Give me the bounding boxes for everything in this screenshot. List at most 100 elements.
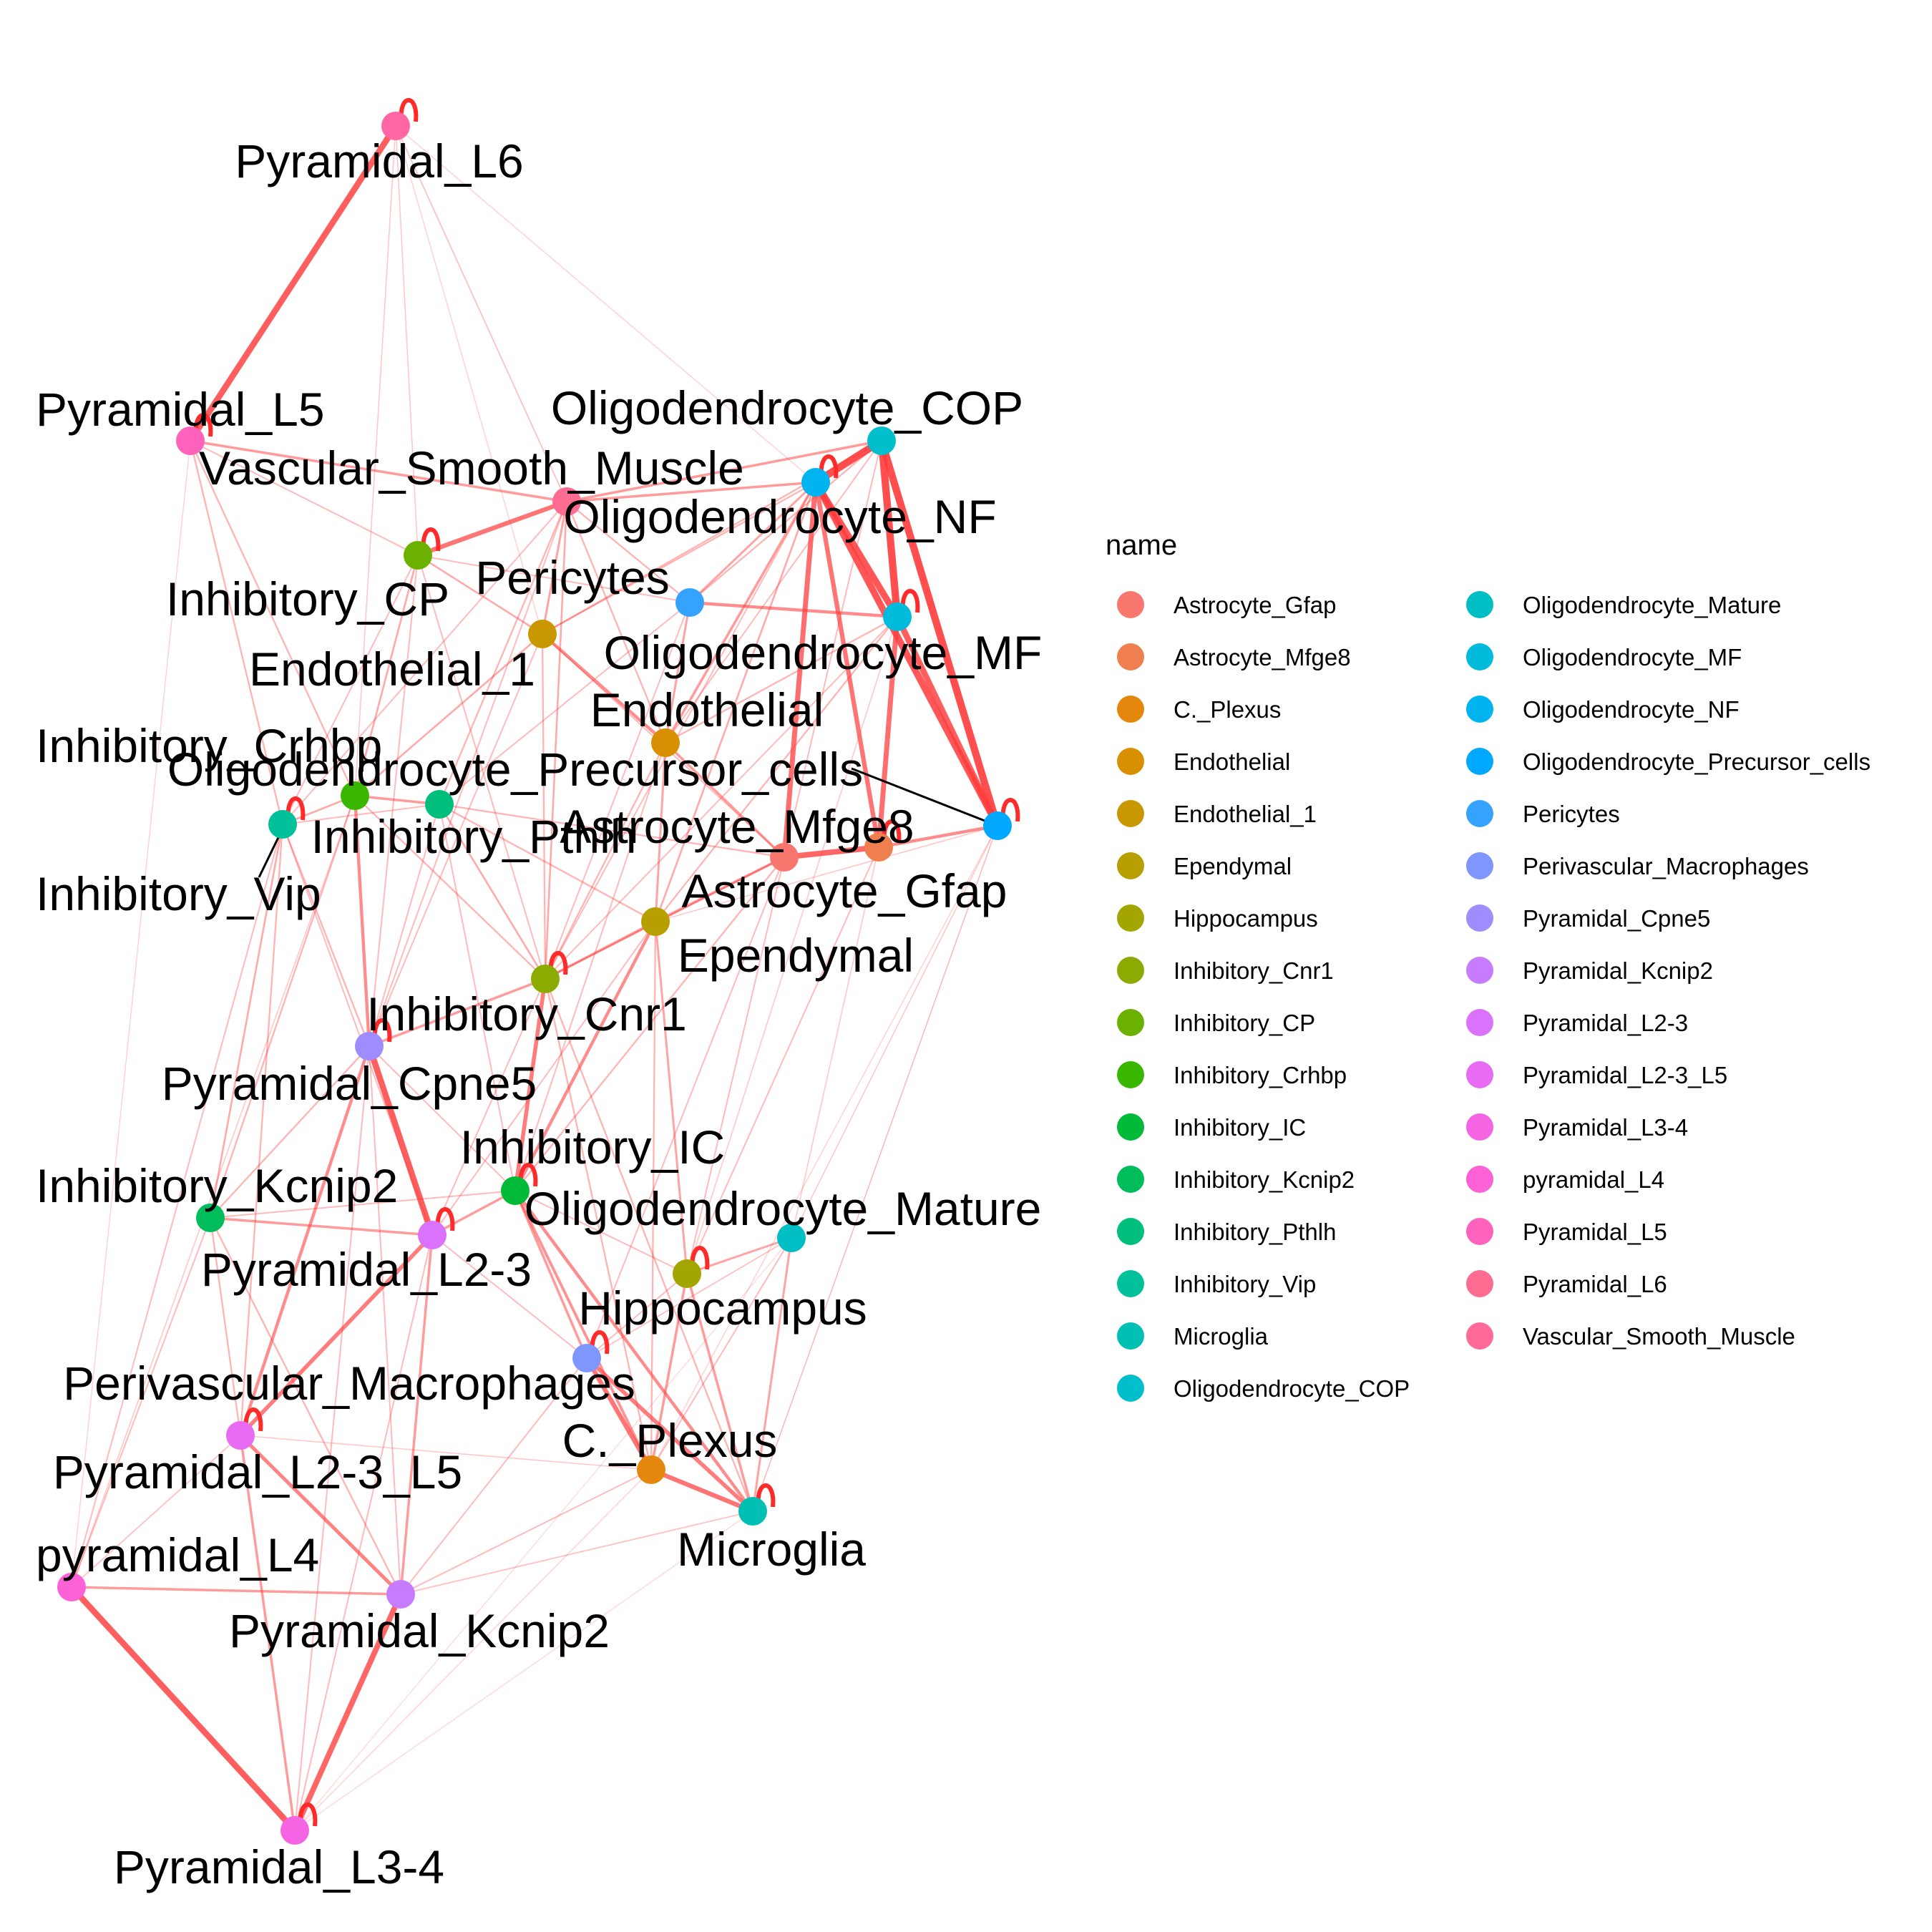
node-Inhibitory_Kcnip2 [196, 1204, 225, 1232]
edge-Inhibitory_Cnr1-Endothelial_1 [541, 633, 547, 980]
node-label-Astrocyte_Mfge8: Astrocyte_Mfge8 [560, 800, 914, 853]
edge-Pyramidal_Cpne5-Pyramidal_Kcnip2 [369, 1045, 401, 1595]
node-label-Pyramidal_L5: Pyramidal_L5 [36, 383, 325, 436]
edge-Vascular_Smooth_Muscle-Inhibitory_Vip [282, 501, 567, 825]
legend-swatch [1466, 643, 1493, 670]
node-Ependymal [641, 907, 670, 936]
edge-Endothelial-Astrocyte_Gfap [664, 741, 786, 859]
node-Inhibitory_Crhbp [341, 781, 369, 810]
node-Inhibitory_Vip [268, 810, 297, 839]
legend-title: name [1106, 530, 1177, 561]
edge-Astrocyte_Gfap-Astrocyte_Mfge8 [781, 844, 882, 860]
legend-swatch [1117, 1113, 1144, 1141]
legend-swatch [1117, 852, 1144, 879]
edge-Astrocyte_Gfap-Perivascular_Macrophages [586, 857, 785, 1359]
legend-swatch [1466, 1218, 1493, 1245]
edge-Inhibitory_Crhbp-Inhibitory_Kcnip2 [209, 794, 356, 1219]
edge-Pyramidal_L5-Inhibitory_CP [190, 440, 419, 556]
legend-label: Oligodendrocyte_NF [1523, 696, 1740, 723]
edge-Pyramidal_Cpne5-Pyramidal_L3-4 [294, 1045, 370, 1831]
edge-Pyramidal_L2-3_L5-C._Plexus [240, 1435, 652, 1470]
legend-entry: Inhibitory_Kcnip2 [1117, 1166, 1355, 1193]
node-C._Plexus [637, 1455, 665, 1484]
edge-Pericytes-Oligodendrocyte_NF [688, 481, 817, 604]
legend-entry: Pyramidal_L5 [1466, 1218, 1667, 1245]
legend-label: Pyramidal_L2-3_L5 [1523, 1062, 1727, 1088]
edge-Oligodendrocyte_COP-Oligodendrocyte_Precursor_cells [877, 436, 1002, 830]
edge-Pyramidal_L6-Endothelial_1 [395, 125, 543, 635]
node-Pyramidal_L5 [176, 426, 205, 455]
node-label-Perivascular_Macrophages: Perivascular_Macrophages [63, 1357, 635, 1410]
edge-Pyramidal_L6-Inhibitory_Crhbp [354, 125, 396, 796]
node-label-Vascular_Smooth_Muscle: Vascular_Smooth_Muscle [199, 441, 744, 494]
node-label-Oligodendrocyte_Mature: Oligodendrocyte_Mature [525, 1182, 1042, 1235]
node-Oligodendrocyte_MF [883, 602, 912, 631]
legend-entry: Oligodendrocyte_Mature [1466, 591, 1781, 618]
edge-Endothelial-Oligodendrocyte_NF [664, 481, 817, 744]
legend-swatch [1117, 643, 1144, 670]
node-Oligodendrocyte_Precursor_cells [983, 811, 1012, 840]
legend-label: Inhibitory_IC [1174, 1114, 1306, 1141]
edge-Oligodendrocyte_NF-Oligodendrocyte_Precursor_cells [812, 479, 1001, 829]
edge-Ependymal-Inhibitory_IC [513, 919, 658, 1193]
node-label-Pyramidal_L2-3: Pyramidal_L2-3 [201, 1243, 532, 1296]
legend-label: Inhibitory_Crhbp [1174, 1062, 1347, 1088]
edge-Pyramidal_L3-4-Microglia [294, 1511, 753, 1831]
legend: name Astrocyte_Gfap Astrocyte_Mfge8 C._Ple… [1106, 530, 1870, 1402]
legend-label: Inhibitory_Cnr1 [1174, 957, 1334, 984]
node-label-Inhibitory_Cnr1: Inhibitory_Cnr1 [366, 987, 687, 1040]
legend-label: Pyramidal_L6 [1523, 1271, 1667, 1297]
edge-Oligodendrocyte_Mature-Microglia [751, 1236, 793, 1513]
edge-Inhibitory_Pthlh-Vascular_Smooth_Muscle [438, 500, 568, 806]
legend-entry: Inhibitory_CP [1117, 1009, 1315, 1036]
legend-swatch [1117, 957, 1144, 984]
edge-Inhibitory_Vip-Inhibitory_Kcnip2 [209, 823, 284, 1219]
edge-Pyramidal_L2-3-Inhibitory_Cnr1 [431, 978, 546, 1236]
legend-swatch [1466, 1166, 1493, 1193]
edge-Inhibitory_CP-Vascular_Smooth_Muscle [415, 499, 570, 558]
legend-label: Pyramidal_L5 [1523, 1219, 1667, 1245]
edge-Inhibitory_IC-Perivascular_Macrophages [514, 1189, 588, 1360]
legend-entry: Astrocyte_Mfge8 [1117, 643, 1351, 670]
edge-Hippocampus-Oligodendrocyte_Mature [686, 1236, 793, 1275]
node-label-Pyramidal_L2-3_L5: Pyramidal_L2-3_L5 [53, 1445, 462, 1498]
node-label-Pyramidal_Cpne5: Pyramidal_Cpne5 [162, 1057, 537, 1110]
edge-Pyramidal_L2-3-Pyramidal_Kcnip2 [399, 1234, 434, 1596]
edge-Perivascular_Macrophages-Oligodendrocyte_Mature [586, 1237, 792, 1359]
edge-Pyramidal_L5-Inhibitory_Vip [189, 439, 284, 826]
edge-Vascular_Smooth_Muscle-Endothelial [565, 500, 667, 744]
edge-Pyramidal_L5-Vascular_Smooth_Muscle [189, 439, 568, 503]
legend-swatch [1466, 1113, 1493, 1141]
legend-label: Oligodendrocyte_MF [1523, 644, 1742, 670]
legend-entry: Hippocampus [1117, 904, 1318, 932]
edge-Vascular_Smooth_Muscle-Oligodendrocyte_COP [565, 439, 883, 503]
legend-entry: Ependymal [1117, 852, 1292, 879]
legend-swatch [1117, 1322, 1144, 1350]
edge-Oligodendrocyte_Precursor_cells-Oligodendrocyte_Mature [791, 825, 998, 1239]
legend-label: Inhibitory_Pthlh [1174, 1219, 1336, 1245]
edge-Pyramidal_L2-3-Pyramidal_L2-3_L5 [238, 1233, 434, 1438]
legend-swatch [1466, 696, 1493, 723]
edge-Astrocyte_Mfge8-Hippocampus [686, 847, 879, 1274]
node-label-Inhibitory_Pthlh: Inhibitory_Pthlh [311, 810, 637, 863]
node-label-Microglia: Microglia [677, 1523, 866, 1576]
edge-Pyramidal_L3-4-C._Plexus [294, 1469, 652, 1831]
legend-swatch [1466, 1322, 1493, 1350]
legend-swatch [1117, 800, 1144, 827]
legend-label: Pericytes [1523, 801, 1620, 827]
edge-Pyramidal_L6-Vascular_Smooth_Muscle [395, 125, 567, 502]
node-pyramidal_L4 [57, 1573, 86, 1601]
edge-Inhibitory_Vip-Inhibitory_Pthlh [282, 804, 440, 825]
edge-Inhibitory_IC-C._Plexus [514, 1189, 653, 1471]
node-label-Inhibitory_IC: Inhibitory_IC [460, 1121, 726, 1174]
edge-Ependymal-Oligodendrocyte_NF [654, 481, 817, 923]
legend-entry: Pyramidal_L3-4 [1466, 1113, 1688, 1141]
legend-swatch [1117, 1270, 1144, 1297]
node-Hippocampus [673, 1259, 701, 1288]
edge-Inhibitory_IC-Pyramidal_Cpne5 [369, 1045, 516, 1191]
legend-label: Inhibitory_Vip [1174, 1271, 1316, 1297]
legend-label: Pyramidal_L2-3 [1523, 1010, 1688, 1036]
node-Pericytes [675, 588, 704, 617]
legend-entry: pyramidal_L4 [1466, 1166, 1664, 1193]
legend-label: Hippocampus [1174, 905, 1318, 932]
